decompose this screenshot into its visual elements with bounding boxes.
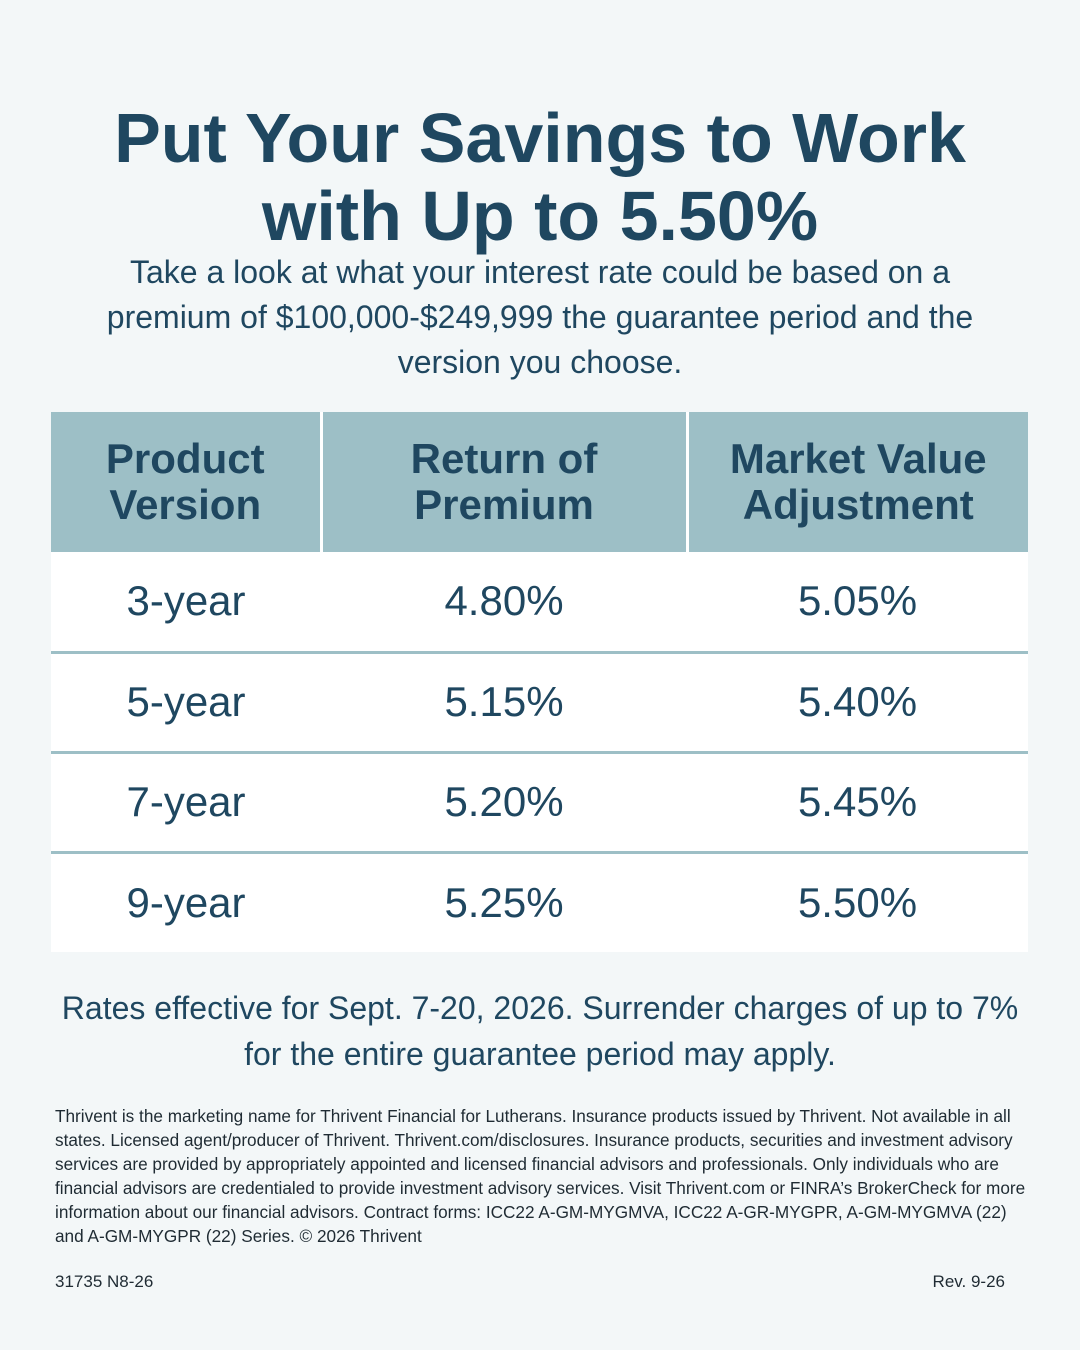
table-row: 3-year 4.80% 5.05% xyxy=(51,552,1028,652)
revision-label: Rev. 9-26 xyxy=(932,1272,1005,1291)
cell-return-of-premium: 5.15% xyxy=(321,650,687,752)
table-row: 7-year 5.20% 5.45% xyxy=(51,750,1028,852)
headline: Put Your Savings to Work with Up to 5.50… xyxy=(0,99,1080,255)
headline-line-1: Put Your Savings to Work xyxy=(114,98,966,177)
cell-version: 3-year xyxy=(51,552,321,652)
header-return-of-premium-line-2: Premium xyxy=(414,481,594,528)
header-market-value-adjustment: Market Value Adjustment xyxy=(685,412,1028,552)
header-return-of-premium-line-1: Return of xyxy=(410,435,598,482)
cell-return-of-premium: 4.80% xyxy=(321,552,687,652)
headline-line-2: with Up to 5.50% xyxy=(261,176,819,255)
cell-market-value-adjustment: 5.50% xyxy=(687,850,1028,952)
header-market-value-adjustment-line-1: Market Value xyxy=(729,435,987,482)
header-return-of-premium: Return of Premium xyxy=(319,412,687,552)
cell-version: 7-year xyxy=(51,750,321,852)
header-market-value-adjustment-line-2: Adjustment xyxy=(742,481,974,528)
cell-market-value-adjustment: 5.05% xyxy=(687,552,1028,652)
table-row: 9-year 5.25% 5.50% xyxy=(51,850,1028,952)
cell-version: 5-year xyxy=(51,650,321,752)
header-product-version-line-2: Version xyxy=(109,481,262,528)
table-header-row: Product Version Return of Premium Market… xyxy=(51,412,1028,552)
document-code: 31735 N8-26 xyxy=(55,1272,154,1291)
header-product-version-line-1: Product xyxy=(105,435,265,482)
cell-version: 9-year xyxy=(51,850,321,952)
legal-disclaimer: Thrivent is the marketing name for Thriv… xyxy=(55,1106,1026,1246)
cell-market-value-adjustment: 5.45% xyxy=(687,750,1028,852)
rates-effective-note: Rates effective for Sept. 7-20, 2026. Su… xyxy=(61,990,1019,1072)
header-product-version: Product Version xyxy=(51,412,321,552)
cell-return-of-premium: 5.25% xyxy=(321,850,687,952)
cell-market-value-adjustment: 5.40% xyxy=(687,650,1028,752)
intro-text: Take a look at what your interest rate c… xyxy=(106,254,974,380)
table-row: 5-year 5.15% 5.40% xyxy=(51,650,1028,752)
rate-table: Product Version Return of Premium Market… xyxy=(51,412,1028,952)
cell-return-of-premium: 5.20% xyxy=(321,750,687,852)
